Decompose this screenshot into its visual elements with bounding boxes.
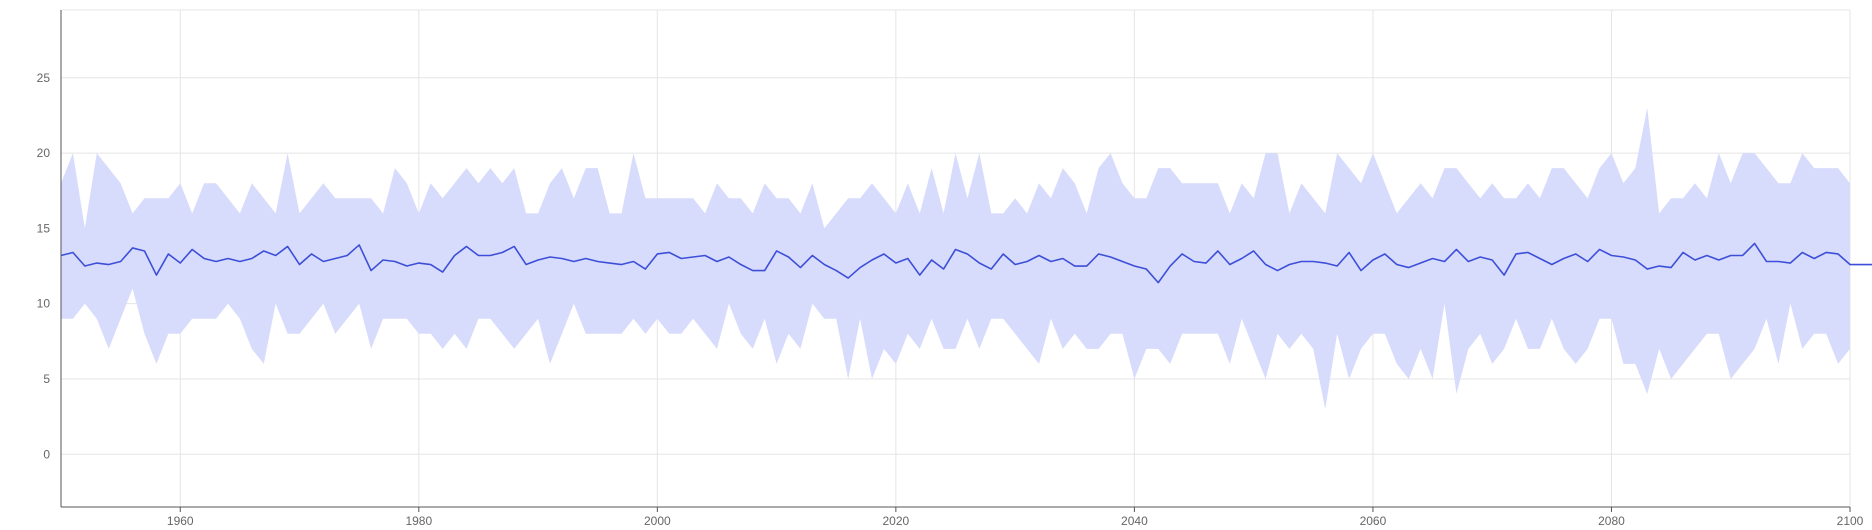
- x-tick-label: 2100: [1837, 514, 1864, 528]
- y-tick-label: 0: [43, 447, 50, 461]
- range-band-layer: [61, 107, 1850, 410]
- x-tick-labels: 1960 1980 2000 2020 2040 2060 2080 2100: [167, 514, 1864, 528]
- y-tick-labels: 0 5 10 15 20 25: [37, 71, 51, 462]
- x-tick-label: 2060: [1360, 514, 1387, 528]
- x-tick-label: 2040: [1121, 514, 1148, 528]
- x-tick-label: 2020: [883, 514, 910, 528]
- y-tick-label: 15: [37, 221, 51, 235]
- y-tick-label: 10: [37, 297, 51, 311]
- y-tick-label: 5: [43, 372, 50, 386]
- x-tick-label: 2080: [1598, 514, 1625, 528]
- mean-line: [60, 242, 1872, 284]
- range-band-area: [61, 107, 1850, 410]
- x-tick-label: 2000: [644, 514, 671, 528]
- x-tick-label: 1960: [167, 514, 194, 528]
- mean-line-layer: [60, 242, 1872, 284]
- y-tick-label: 20: [37, 146, 51, 160]
- x-tick-label: 1980: [405, 514, 432, 528]
- y-tick-label: 25: [37, 71, 51, 85]
- axes: [60, 10, 1851, 512]
